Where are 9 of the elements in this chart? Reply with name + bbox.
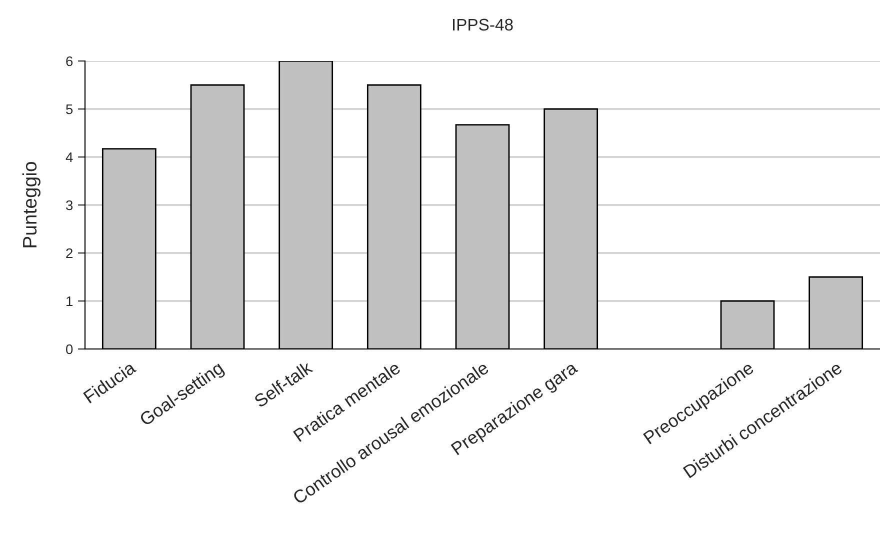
y-tick-label: 0 — [66, 344, 73, 354]
y-tick-label: 1 — [66, 296, 73, 306]
y-tick-label: 6 — [66, 56, 73, 66]
y-tick-label: 5 — [66, 104, 73, 114]
chart-title: IPPS-48 — [453, 18, 513, 31]
y-tick-label: 3 — [66, 200, 73, 210]
y-tick-label: 2 — [66, 248, 72, 258]
y-axis-title: Punteggio — [22, 162, 40, 248]
y-tick-label: 4 — [66, 152, 73, 162]
